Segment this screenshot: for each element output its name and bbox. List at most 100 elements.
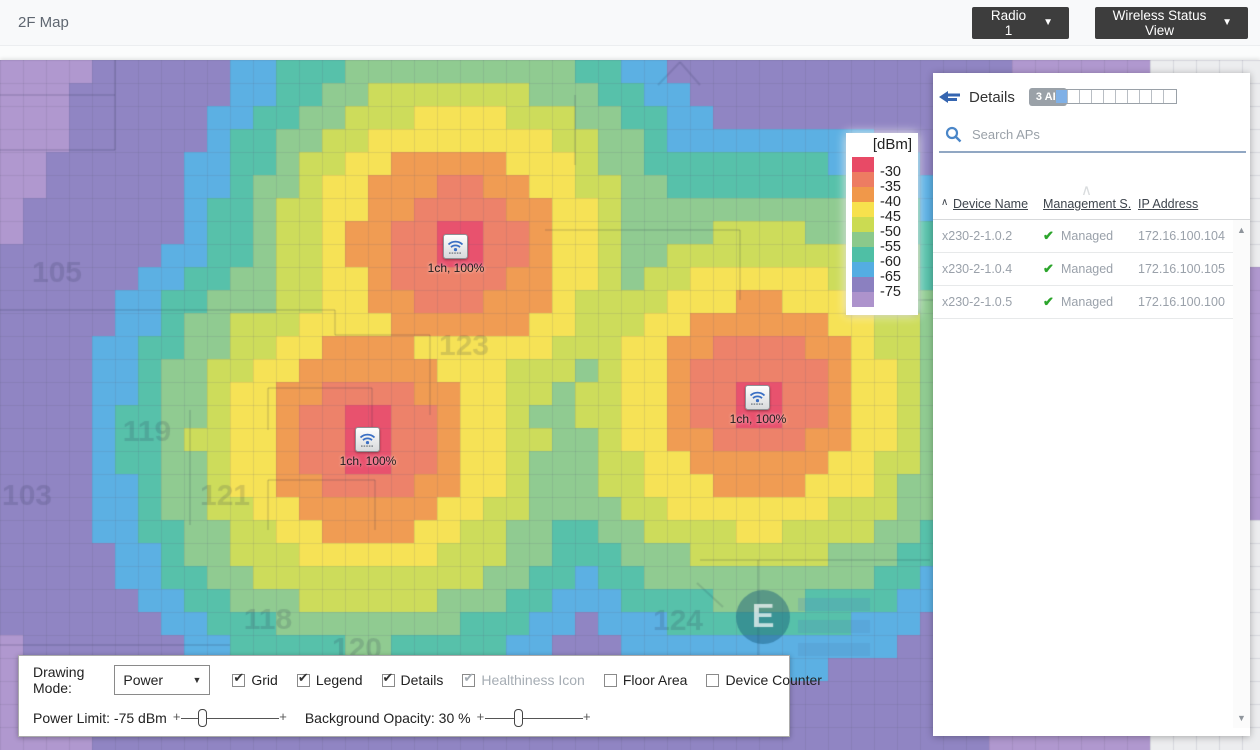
column-device-name[interactable]: Device Name — [953, 197, 1029, 211]
checkbox-label: Healthiness Icon — [481, 672, 585, 688]
radio-select-button[interactable]: Radio 1 ▼ — [972, 6, 1069, 39]
progress-segment — [1056, 90, 1068, 103]
slider-minus-end: + — [172, 709, 181, 724]
progress-segment — [1116, 90, 1128, 103]
managed-check-icon: ✔ — [1043, 261, 1054, 276]
view-select-label: Wireless Status View — [1112, 7, 1207, 38]
column-management-status[interactable]: Management S... — [1043, 197, 1131, 211]
legend-swatch — [852, 292, 874, 307]
table-collapse-chevron-icon[interactable]: ∧ — [1081, 182, 1092, 199]
legend-label: -75 — [880, 284, 901, 300]
legend-swatch — [852, 262, 874, 277]
checkbox-box[interactable] — [603, 673, 617, 687]
checkbox-label: Details — [400, 672, 444, 688]
progress-segment — [1140, 90, 1152, 103]
checkbox-device-counter[interactable]: Device Counter — [706, 672, 822, 688]
legend-swatch — [852, 247, 874, 262]
management-status-cell: Managed — [1061, 295, 1114, 309]
slider-minus-end: + — [476, 709, 485, 724]
checkbox-box[interactable]: ✔ — [232, 670, 246, 687]
checkbox-label: Grid — [251, 672, 278, 688]
power-limit-slider[interactable]: + + — [172, 707, 287, 729]
search-input[interactable] — [972, 126, 1246, 142]
legend-swatch — [852, 232, 874, 247]
progress-segment — [1128, 90, 1140, 103]
sort-asc-icon: ∧ — [941, 197, 949, 208]
legend-label: -50 — [880, 224, 901, 240]
checkbox-legend[interactable]: ✔ Legend — [296, 670, 363, 688]
progress-segment — [1080, 90, 1092, 103]
check-icon: ✔ — [463, 669, 475, 685]
legend-label: -65 — [880, 269, 901, 285]
legend-swatch — [852, 157, 874, 172]
legend-label: -45 — [880, 209, 901, 225]
bg-opacity-handle[interactable] — [513, 709, 523, 727]
details-panel: Details 3 AP ∧ ∧ Device Name Management … — [933, 73, 1250, 736]
column-ip-address[interactable]: IP Address — [1138, 197, 1199, 211]
progress-segment — [1164, 90, 1176, 103]
search-icon — [945, 126, 962, 142]
table-scrollbar[interactable]: ▲ ▼ — [1233, 220, 1250, 728]
checkbox-label: Floor Area — [622, 672, 688, 688]
access-point-icon[interactable] — [355, 427, 380, 452]
legend-label: -30 — [880, 164, 901, 180]
checkbox-label: Legend — [315, 672, 363, 688]
wifi-icon — [359, 433, 376, 447]
drawing-controls-panel: Drawing Mode: Power ▼ ✔ Grid ✔ Legend ✔ Detai… — [18, 655, 822, 737]
details-title: Details — [969, 88, 1015, 106]
legend-label: -60 — [880, 254, 901, 270]
progress-segment — [1068, 90, 1080, 103]
checkbox-grid[interactable]: ✔ Grid — [232, 670, 278, 688]
floor-map-area[interactable]: 1ch, 100% 1ch, 100% 1ch, 100% [dBm] -30 -35… — [0, 60, 1260, 750]
ap-channel-label: 1ch, 100% — [339, 454, 397, 468]
check-icon: ✔ — [233, 669, 245, 685]
bg-opacity-slider[interactable]: + + — [476, 707, 591, 729]
collapse-panel-icon[interactable] — [939, 89, 961, 105]
layer-checkboxes: ✔ Grid ✔ Legend ✔ Details ✔ Healthiness Icon Flo… — [232, 670, 822, 688]
ap-channel-label: 1ch, 100% — [729, 412, 787, 426]
progress-segment — [1104, 90, 1116, 103]
scroll-down-icon[interactable]: ▼ — [1237, 713, 1246, 723]
legend-swatch — [852, 217, 874, 232]
management-status-cell: Managed — [1061, 262, 1114, 276]
ap-table-row[interactable]: x230-2-1.0.2 ✔ Managed 172.16.100.104 — [933, 220, 1233, 253]
healthiness-progress-bar — [1055, 89, 1177, 104]
slider-plus-end: + — [583, 709, 591, 724]
power-limit-handle[interactable] — [198, 709, 208, 727]
chevron-down-icon: ▼ — [1043, 17, 1053, 28]
drawing-mode-label: Drawing Mode: — [33, 664, 85, 696]
chevron-down-icon: ▼ — [1222, 17, 1232, 28]
ap-table-row[interactable]: x230-2-1.0.5 ✔ Managed 172.16.100.100 — [933, 286, 1233, 319]
checkbox-healthiness-icon: ✔ Healthiness Icon — [462, 670, 585, 688]
check-icon: ✔ — [297, 669, 309, 685]
device-name-cell: x230-2-1.0.5 — [942, 295, 1013, 309]
ip-address-cell: 172.16.100.105 — [1138, 262, 1225, 276]
bg-opacity-label: Background Opacity: 30 % — [304, 710, 471, 726]
search-bar — [939, 117, 1246, 153]
ip-address-cell: 172.16.100.100 — [1138, 295, 1225, 309]
checkbox-box: ✔ — [462, 670, 476, 687]
access-point-icon[interactable] — [443, 234, 468, 259]
access-point-icon[interactable] — [745, 385, 770, 410]
checkbox-details[interactable]: ✔ Details — [381, 670, 444, 688]
legend-swatch — [852, 187, 874, 202]
drawing-mode-select[interactable]: Power ▼ — [114, 665, 211, 695]
drawing-mode-value: Power — [123, 672, 164, 688]
legend-swatch — [852, 172, 874, 187]
legend-scale: -30 -35 -40 -45 -50 -55 -60 -65 -75 — [852, 157, 912, 307]
legend-title: [dBm] — [872, 136, 912, 153]
checkbox-box[interactable] — [706, 673, 720, 687]
checkbox-box[interactable]: ✔ — [296, 670, 310, 687]
checkbox-label: Device Counter — [725, 672, 822, 688]
check-icon: ✔ — [382, 669, 394, 685]
scroll-up-icon[interactable]: ▲ — [1237, 225, 1246, 235]
view-select-button[interactable]: Wireless Status View ▼ — [1095, 6, 1248, 39]
legend-label: -35 — [880, 179, 901, 195]
managed-check-icon: ✔ — [1043, 294, 1054, 309]
top-bar-buttons: Radio 1 ▼ Wireless Status View ▼ — [972, 6, 1248, 39]
ap-table-row[interactable]: x230-2-1.0.4 ✔ Managed 172.16.100.105 — [933, 253, 1233, 286]
checkbox-box[interactable]: ✔ — [381, 670, 395, 687]
checkbox-floor-area[interactable]: Floor Area — [603, 672, 688, 688]
legend-panel: [dBm] -30 -35 -40 -45 -50 -55 -60 -65 -75 — [846, 133, 918, 315]
ap-table-header: ∧ Device Name Management S... IP Address — [933, 194, 1250, 220]
